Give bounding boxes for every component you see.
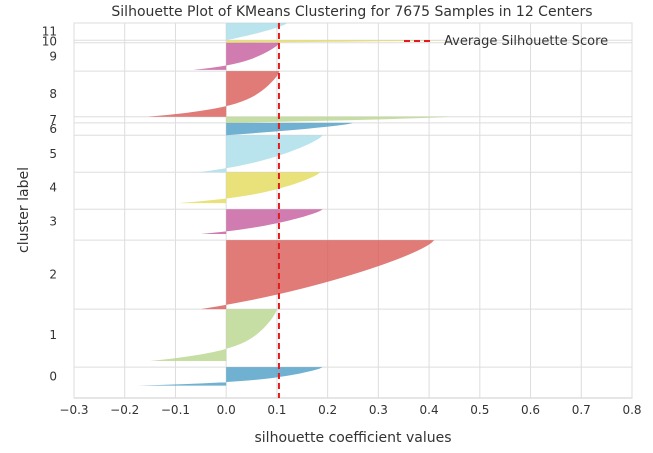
x-ticks: −0.3 −0.2 −0.1 0.0 0.1 0.2 0.3 0.4 0.5 0.6 0.7 0.8 xyxy=(59,403,641,417)
plot-area xyxy=(73,22,633,399)
x-tick-label: 0.6 xyxy=(521,403,540,417)
cluster-label: 4 xyxy=(49,181,57,195)
cluster-silhouette-6 xyxy=(226,122,353,136)
clusters xyxy=(137,23,450,386)
cluster-label: 3 xyxy=(49,215,57,229)
cluster-silhouette-5 xyxy=(198,135,323,173)
x-tick-label: 0.0 xyxy=(217,403,236,417)
x-tick-label: −0.2 xyxy=(110,403,139,417)
cluster-label: 5 xyxy=(49,147,57,161)
x-tick-label: 0.1 xyxy=(267,403,286,417)
cluster-silhouette-4 xyxy=(177,172,321,204)
cluster-silhouette-8 xyxy=(147,71,280,117)
legend-label: Average Silhouette Score xyxy=(444,34,608,49)
y-axis-label: cluster label xyxy=(16,167,32,253)
cluster-silhouette-11 xyxy=(226,23,288,41)
x-tick-label: 0.4 xyxy=(420,403,439,417)
cluster-silhouette-0 xyxy=(137,367,323,386)
cluster-label: 6 xyxy=(49,122,57,136)
cluster-label: 0 xyxy=(49,369,57,383)
cluster-label: 11 xyxy=(42,25,57,39)
cluster-label: 2 xyxy=(49,268,57,282)
cluster-label: 10 xyxy=(42,35,57,49)
x-tick-label: −0.1 xyxy=(161,403,190,417)
cluster-silhouette-2 xyxy=(200,240,435,310)
cluster-silhouette-7 xyxy=(226,116,450,123)
cluster-label: 8 xyxy=(49,87,57,101)
x-tick-label: −0.3 xyxy=(59,403,88,417)
x-tick-label: 0.3 xyxy=(369,403,388,417)
x-tick-label: 0.7 xyxy=(572,403,591,417)
x-tick-label: 0.2 xyxy=(318,403,337,417)
cluster-silhouette-10 xyxy=(226,40,450,43)
x-axis-label: silhouette coefficient values xyxy=(255,430,452,446)
x-tick-label: 0.8 xyxy=(622,403,641,417)
cluster-label: 1 xyxy=(49,328,57,342)
grid xyxy=(73,22,633,398)
cluster-label: 7 xyxy=(49,113,57,127)
legend: Average Silhouette Score xyxy=(404,34,608,49)
cluster-label: 9 xyxy=(49,49,57,63)
chart-title: Silhouette Plot of KMeans Clustering for… xyxy=(111,4,592,20)
cluster-silhouette-9 xyxy=(193,42,280,70)
cluster-silhouette-3 xyxy=(200,209,323,234)
cluster-silhouette-1 xyxy=(150,309,277,361)
x-tick-label: 0.5 xyxy=(470,403,489,417)
